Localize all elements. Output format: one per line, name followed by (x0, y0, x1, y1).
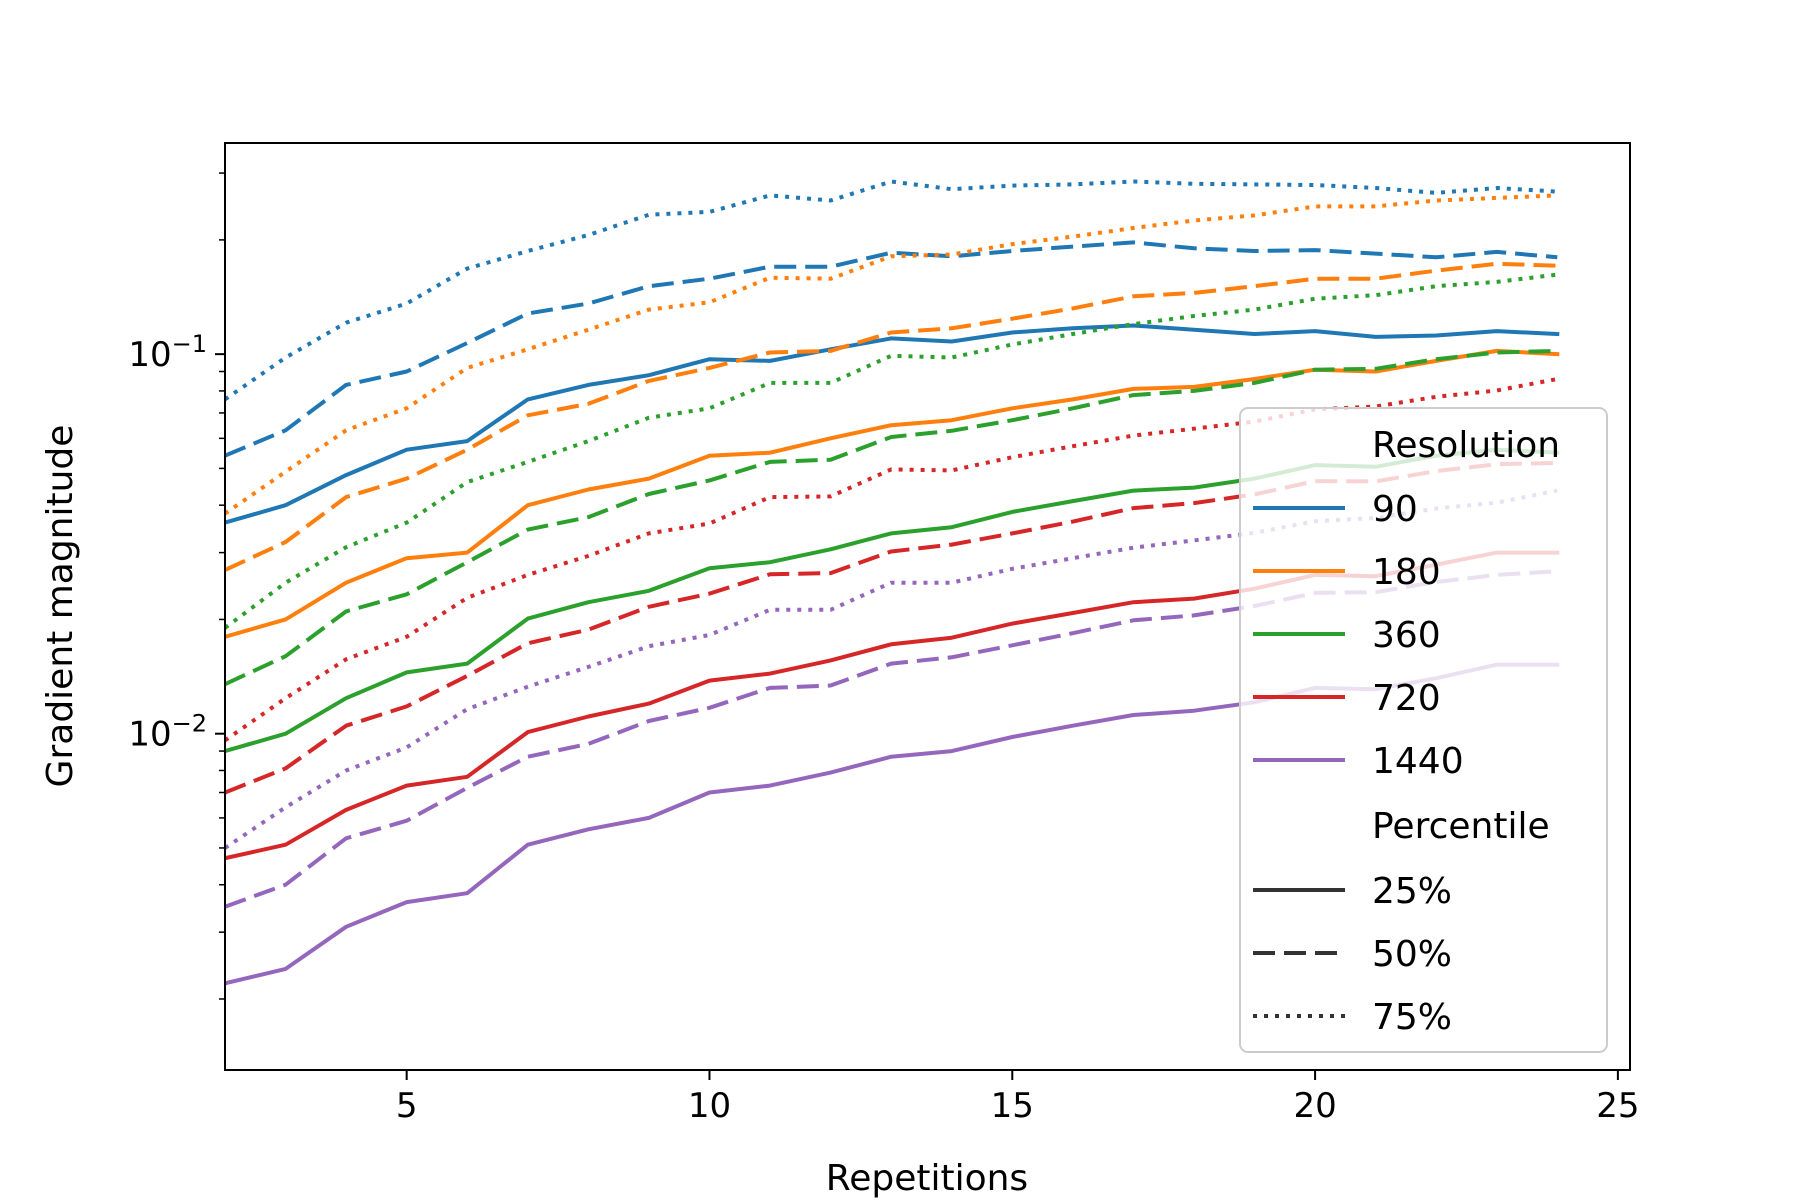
legend-label-360: 360 (1372, 615, 1441, 656)
legend-label-25pct: 25% (1372, 871, 1452, 912)
x-tick-label: 25 (1596, 1086, 1639, 1126)
series-line-90-50pct (225, 240, 1558, 458)
x-axis-title: Repetitions (826, 1158, 1028, 1199)
series-line-1440-75pct (225, 488, 1558, 850)
x-tick-label: 10 (688, 1086, 731, 1126)
legend-title-percentile: Percentile (1372, 806, 1550, 847)
legend-percentile-entries: 25% 50% 75% (1253, 871, 1452, 1038)
series-line-360-50pct (225, 348, 1558, 687)
x-tick-label: 5 (396, 1086, 418, 1126)
legend-title-resolution: Resolution (1372, 425, 1560, 466)
legend-label-720: 720 (1372, 678, 1441, 719)
legend-label-180: 180 (1372, 552, 1441, 593)
y-axis-ticks: 10−1 10−2 (128, 172, 225, 1000)
series-line-180-75pct (225, 193, 1558, 516)
plot-frame (224, 142, 1631, 1071)
y-tick-label: 10−2 (128, 710, 207, 755)
series-line-360-75pct (225, 272, 1558, 630)
x-tick-label: 15 (991, 1086, 1034, 1126)
y-axis-title: Gradient magnitude (40, 425, 81, 788)
legend: Resolution 90 180 360 720 1440 Percentile 25… (1239, 407, 1608, 1053)
legend-label-1440: 1440 (1372, 741, 1464, 782)
x-axis-ticks: 5 10 15 20 25 (396, 1070, 1640, 1126)
legend-label-90: 90 (1372, 489, 1418, 530)
legend-label-50pct: 50% (1372, 934, 1452, 975)
series-line-180-50pct (225, 261, 1558, 572)
legend-resolution-entries: 90 180 360 720 1440 (1253, 489, 1464, 782)
series-line-90-75pct (225, 179, 1558, 402)
legend-label-75pct: 75% (1372, 997, 1452, 1038)
series-line-180-25pct (225, 348, 1560, 639)
y-tick-label: 10−1 (128, 330, 207, 375)
series-line-90-25pct (225, 323, 1560, 525)
x-tick-label: 20 (1293, 1086, 1336, 1126)
